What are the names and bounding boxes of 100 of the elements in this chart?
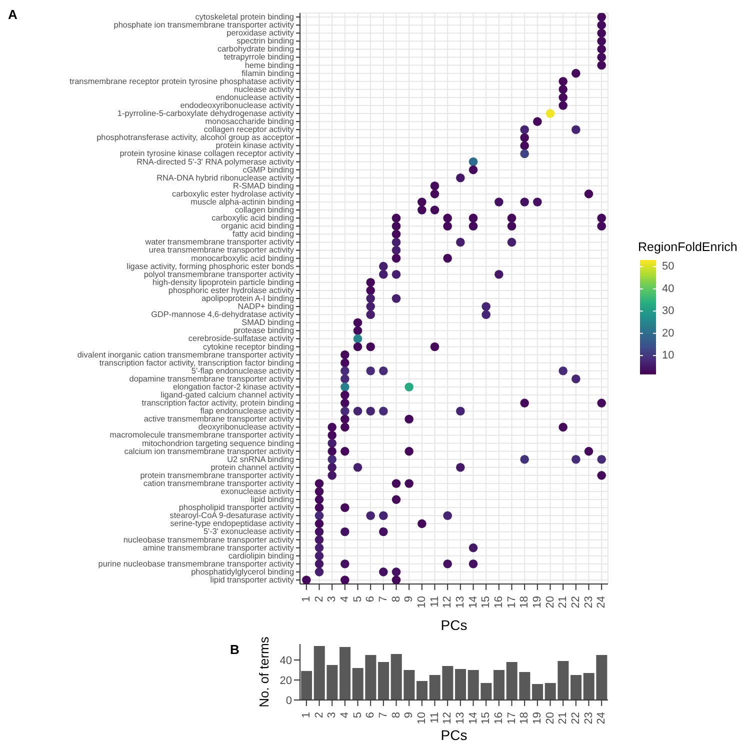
y-tick-label: water transmembrane transporter activity [144, 238, 295, 247]
y-tick-label: NADP+ binding [238, 302, 294, 312]
y-tick-label: monocarboxylic acid binding [191, 254, 294, 263]
y-tick-label: amine transmembrane transporter activity [142, 543, 295, 552]
y-tick-label: endodeoxyribonuclease activity [180, 100, 295, 110]
x-tick-label: 6 [364, 596, 377, 602]
color-bar-label: 20 [662, 327, 674, 340]
y-tick-label: peroxidase activity [226, 28, 295, 38]
x-tick-label: 7 [377, 596, 390, 602]
x-tick-label: 3 [326, 712, 338, 718]
y-tick-label: tetrapyrrole binding [224, 52, 294, 62]
x-tick-label: 15 [480, 712, 492, 724]
legend-title: RegionFoldEnrich [638, 240, 738, 254]
y-tick-label: protein channel activity [210, 462, 295, 472]
x-tick-label: 12 [442, 596, 454, 608]
color-bar-label: 10 [662, 350, 674, 362]
x-tick-label: 20 [544, 712, 556, 724]
y-tick-label: organic acid binding [221, 222, 294, 231]
y-tick-label: cGMP binding [242, 165, 294, 174]
bar [378, 662, 390, 700]
x-tick-label: 12 [442, 712, 454, 724]
x-tick-label: 15 [480, 596, 492, 608]
y-tick-label: flap endonuclease activity [200, 406, 295, 416]
x-tick-label: 11 [428, 596, 441, 608]
y-tick-label: urea transmembrane transporter activity [148, 246, 295, 255]
y-tick-label: phosphoric ester hydrolase activity [168, 286, 295, 295]
x-tick-label: 16 [492, 712, 505, 724]
x-tick-label: 21 [557, 712, 570, 724]
x-tick-label: 23 [582, 596, 595, 608]
x-tick-label: 17 [506, 712, 518, 724]
x-tick-label: 18 [518, 712, 531, 724]
y-tick-label: high-density lipoprotein particle binding [152, 278, 294, 287]
y-tick-label: cytoskeletal protein binding [195, 12, 294, 22]
y-tick-label: muscle alpha-actinin binding [190, 197, 294, 206]
y-tick-label: spectrin binding [236, 36, 294, 46]
bar [455, 669, 466, 700]
y-tick-label: transcription factor activity, protein binding [142, 398, 294, 408]
x-tick-label: 20 [544, 596, 556, 608]
x-tick-label: 24 [596, 712, 608, 724]
x-tick-label: 6 [364, 712, 377, 718]
y-tick-label: macromolecule transmembrane transporter activity [110, 430, 295, 440]
y-tick-label: deoxyribonuclease activity [198, 422, 295, 432]
y-tick-label: heme binding [244, 60, 294, 70]
y-tick-label: apolipoprotein A-I binding [202, 294, 294, 303]
y-tick-label: active transmembrane transporter activity [144, 414, 295, 424]
y-tick-label: divalent inorganic cation transmembrane transporter activity [77, 350, 295, 360]
y-tick-label: 1-pyrroline-5-carboxylate dehydrogenase activity [117, 109, 295, 118]
x-tick-label: 2 [313, 596, 326, 602]
y-tick-label: nucleobase transmembrane transporter activity [123, 535, 295, 544]
y-tick-label: phospholipid transporter activity [178, 503, 295, 512]
x-tick-label: 8 [390, 596, 402, 602]
y-tick-label: 5'-flap endonuclease activity [191, 366, 295, 376]
bar [494, 670, 505, 700]
x-tick-label: 2 [313, 712, 326, 718]
x-tick-label: 4 [338, 712, 351, 718]
x-tick-label: 11 [428, 712, 441, 724]
y-tick-label: SMAD binding [242, 318, 294, 328]
y-tick-label: cerebroside-sulfatase activity [188, 334, 295, 344]
y-tick-label: endonuclease activity [216, 92, 295, 102]
y-tick-label: RNA-DNA hybrid ribonuclease activity [156, 173, 295, 182]
x-tick-label: 19 [531, 596, 544, 608]
y-tick-label: exonuclease activity [220, 487, 295, 496]
y-tick-label: elongation factor-2 kinase activity [172, 382, 295, 392]
y-tick-label: R-SMAD binding [233, 181, 294, 190]
y-tick-label: lipid transporter activity [210, 575, 295, 584]
color-bar-label: 50 [662, 260, 674, 273]
y-tick-label: purine nucleobase transmembrane transporter activity [98, 559, 295, 568]
y-tick-label: fatty acid binding [232, 230, 294, 239]
y-tick-label: monosaccharide binding [205, 117, 294, 126]
x-tick-label: 10 [416, 712, 428, 724]
y-tick-label: phosphatidylglycerol binding [191, 567, 294, 576]
x-tick-label: 19 [531, 712, 544, 724]
y-tick-label: GDP-mannose 4,6-dehydratase activity [151, 310, 295, 320]
y-tick-label: collagen binding [234, 206, 294, 215]
y-tick-label: calcium ion transmembrane transporter activity [124, 446, 295, 456]
bar [340, 647, 351, 700]
y-tick-label: 5'-3' exonuclease activity [203, 527, 295, 536]
y-tick-label: ligand-gated calcium channel activity [160, 390, 295, 400]
x-axis-title: PCs [440, 727, 468, 743]
x-tick-label: 13 [454, 596, 466, 608]
bar [570, 675, 582, 700]
y-tick-label: mitochondrion targeting sequence binding [142, 438, 294, 448]
y-tick-label: phosphotransferase activity, alcohol group as acceptor [96, 133, 294, 142]
y-tick-label: dopamine transmembrane transporter activity [129, 374, 295, 384]
x-tick-label: 7 [377, 712, 390, 718]
y-tick-label: ligase activity, forming phosphoric ester bonds [126, 262, 294, 271]
x-tick-label: 9 [403, 596, 416, 602]
x-tick-label: 9 [403, 712, 416, 718]
y-tick-label: RNA-directed 5'-3' RNA polymerase activity [136, 157, 295, 166]
x-tick-label: 4 [338, 596, 351, 602]
y-tick-label: 40 [280, 654, 292, 667]
y-tick-label: protein kinase activity [216, 141, 295, 150]
x-tick-label: 24 [596, 596, 608, 608]
y-tick-label: transcription factor activity, transcription factor binding [99, 358, 294, 368]
x-tick-label: 14 [467, 712, 480, 724]
bar [416, 681, 428, 700]
x-tick-label: 13 [454, 712, 466, 724]
y-tick-label: protease binding [233, 326, 294, 336]
y-tick-label: serine-type endopeptidase activity [170, 519, 295, 528]
x-tick-label: 1 [300, 596, 312, 602]
